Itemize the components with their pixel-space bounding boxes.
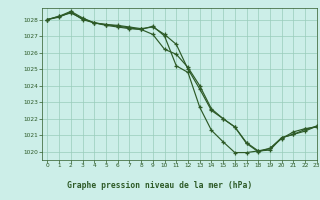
Text: Graphe pression niveau de la mer (hPa): Graphe pression niveau de la mer (hPa) [68,181,252,190]
